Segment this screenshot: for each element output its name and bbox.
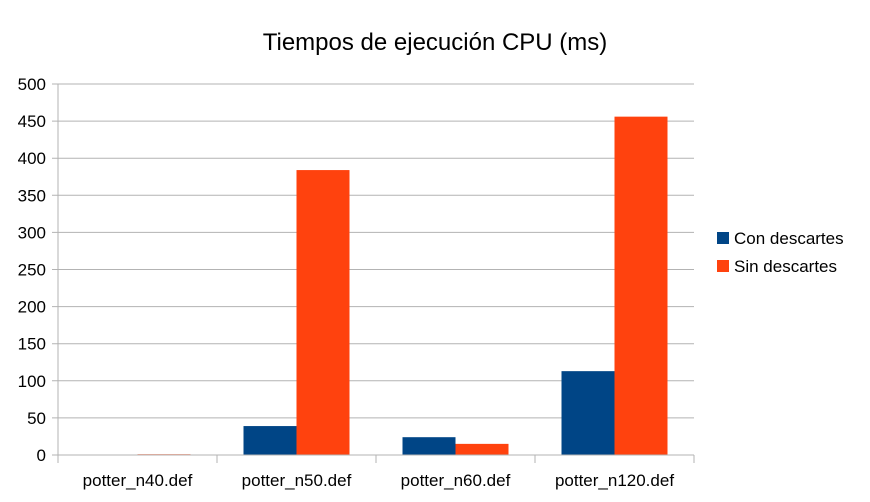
x-tick-label: potter_n60.def bbox=[401, 471, 511, 490]
y-tick-label: 500 bbox=[18, 75, 46, 94]
bar-con-descartes bbox=[243, 426, 297, 455]
y-tick-label: 450 bbox=[18, 112, 46, 131]
axes: 0 50 100 150 200 250 300 350 400 450 500 potter_n40… bbox=[18, 75, 695, 490]
legend-label: Con descartes bbox=[734, 229, 844, 248]
y-tick-label: 100 bbox=[18, 372, 46, 391]
bar-con-descartes bbox=[402, 437, 456, 455]
legend-label: Sin descartes bbox=[734, 257, 837, 276]
legend-swatch bbox=[717, 260, 729, 272]
y-tick-label: 300 bbox=[18, 223, 46, 242]
x-tick-label: potter_n50.def bbox=[242, 471, 352, 490]
bar-con-descartes bbox=[561, 371, 615, 455]
y-tick-label: 0 bbox=[37, 446, 46, 465]
gridlines bbox=[52, 83, 694, 456]
y-tick-label: 250 bbox=[18, 261, 46, 280]
x-tick-label: potter_n40.def bbox=[83, 471, 193, 490]
y-tick-label: 200 bbox=[18, 298, 46, 317]
chart-title: Tiempos de ejecución CPU (ms) bbox=[263, 29, 608, 56]
bar-sin-descartes bbox=[455, 443, 509, 455]
x-tick-label: potter_n120.def bbox=[555, 471, 674, 490]
bar-sin-descartes bbox=[296, 170, 350, 455]
legend-swatch bbox=[717, 232, 729, 244]
legend: Con descartes Sin descartes bbox=[717, 229, 844, 276]
bar-sin-descartes bbox=[614, 116, 668, 455]
bars bbox=[137, 116, 668, 455]
y-tick-label: 50 bbox=[27, 409, 46, 428]
y-tick-label: 350 bbox=[18, 186, 46, 205]
y-tick-label: 150 bbox=[18, 335, 46, 354]
y-tick-label: 400 bbox=[18, 149, 46, 168]
